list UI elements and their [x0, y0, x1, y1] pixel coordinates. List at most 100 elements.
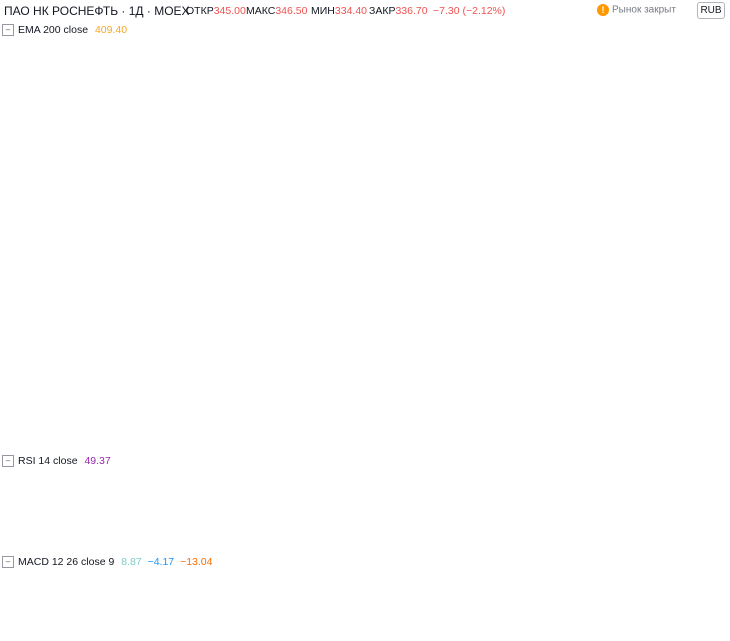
- collapse-icon[interactable]: –: [2, 24, 14, 37]
- y-tick-label: 280.00: [674, 340, 705, 351]
- candle-body: [539, 246, 543, 250]
- candle-body: [176, 81, 180, 85]
- candle-body: [553, 237, 557, 253]
- macd-histogram-bar: [513, 564, 517, 580]
- market-status[interactable]: ! Рынок закрыт: [597, 4, 676, 16]
- macd-histogram-bar: [425, 564, 430, 566]
- macd-histogram-bar: [650, 555, 654, 565]
- collapse-icon[interactable]: –: [2, 556, 14, 569]
- candle-body: [322, 63, 326, 72]
- y-tick-label: 460.00: [674, 64, 705, 75]
- macd-histogram-bar: [485, 564, 490, 576]
- candle-body: [355, 55, 359, 64]
- candle-body: [364, 69, 369, 89]
- macd-histogram-bar: [595, 555, 600, 565]
- x-tick-label: Фев: [343, 628, 361, 639]
- ema-legend[interactable]: – EMA 200 close 409.40: [2, 24, 127, 37]
- rsi-legend[interactable]: – RSI 14 close 49.37: [2, 455, 111, 468]
- macd-histogram-bar: [359, 564, 364, 568]
- macd-histogram-bar: [502, 564, 506, 580]
- candle-body: [209, 57, 213, 66]
- macd-histogram-bar: [584, 556, 589, 565]
- candle-body: [109, 89, 114, 101]
- candle-body: [501, 289, 505, 308]
- macd-histogram-bar: [491, 564, 495, 577]
- settings-icon: ⚙: [707, 625, 719, 640]
- macd-histogram-bar: [337, 564, 342, 565]
- macd-histogram-bar: [272, 561, 276, 565]
- candle-body: [478, 329, 482, 357]
- candle-body: [161, 83, 166, 90]
- candle-body: [166, 80, 170, 84]
- candle-body: [530, 252, 534, 274]
- candle-body: [525, 273, 529, 296]
- collapse-icon[interactable]: –: [2, 455, 14, 468]
- x-tick-label: Дек: [80, 628, 97, 639]
- x-cursor-tag: [637, 623, 692, 639]
- rsi-legend-name: RSI 14 close: [18, 455, 78, 467]
- candle-body: [426, 258, 430, 308]
- candle-body: [147, 83, 151, 89]
- macd-histogram-bar: [463, 564, 468, 568]
- candle-body: [62, 88, 66, 93]
- macd-histogram-bar: [551, 564, 556, 569]
- macd-histogram-bar: [233, 562, 238, 565]
- candle-body: [298, 37, 302, 44]
- candle-body: [397, 135, 402, 148]
- candle-body: [563, 246, 567, 258]
- candle-body: [379, 123, 383, 145]
- macd-histogram-bar: [458, 564, 463, 568]
- candle-body: [473, 356, 477, 379]
- candle-body: [34, 74, 38, 79]
- candle-body: [407, 154, 411, 170]
- macd-histogram-bar: [228, 563, 232, 565]
- candle-body: [58, 88, 62, 92]
- candle-body: [360, 55, 364, 70]
- macd-histogram-bar: [321, 564, 326, 565]
- x-tick-label: 17: [526, 628, 538, 639]
- candle-body: [138, 81, 142, 85]
- candle-body: [95, 98, 99, 109]
- candle-body: [242, 35, 246, 39]
- macd-histogram-bar: [600, 554, 605, 565]
- candle-body: [331, 74, 335, 90]
- candle-body: [133, 81, 137, 90]
- x-tick-label: Мар: [460, 628, 480, 639]
- crosshair-icon: +: [674, 327, 682, 342]
- candle-body: [369, 88, 373, 99]
- candle-body: [558, 237, 562, 247]
- candle-body: [39, 75, 43, 79]
- candle-body: [492, 304, 496, 324]
- macd-histogram-bar: [239, 562, 243, 565]
- candle-body: [345, 75, 350, 85]
- macd-histogram-bar: [447, 564, 452, 570]
- currency-button[interactable]: RUB: [697, 2, 725, 19]
- macd-histogram-bar: [332, 564, 337, 565]
- macd-histogram-bar: [315, 564, 320, 565]
- macd-histogram-bar: [606, 553, 610, 565]
- fib-level-label: (389.60): [2, 172, 36, 182]
- candle-body: [341, 80, 345, 85]
- y-tick-label: 240.00: [674, 402, 705, 413]
- fib-level-label: (359.05): [2, 219, 36, 229]
- y-tick-label: 360.00: [674, 217, 705, 228]
- candle-body: [53, 83, 57, 92]
- fib-level-label: (229.70): [2, 417, 36, 427]
- x-tick-label: 18: [2, 628, 14, 639]
- macd-histogram-bar: [409, 563, 413, 565]
- y-tick-label: 300.00: [674, 309, 705, 320]
- candle-body: [261, 49, 265, 59]
- macd-legend[interactable]: – MACD 12 26 close 9 8.87 −4.17 −13.04: [2, 556, 213, 569]
- candle-body: [482, 329, 487, 336]
- macd-histogram-bar: [387, 564, 391, 567]
- symbol-title[interactable]: ПАО НК РОСНЕФТЬ · 1Д · MOEX: [4, 4, 190, 18]
- candle-body: [10, 69, 15, 73]
- channel-line: [0, 219, 661, 231]
- trend-line-lower: [0, 436, 687, 443]
- macd-histogram-bar: [611, 552, 616, 565]
- macd-histogram-bar: [305, 564, 309, 565]
- candle-body: [350, 63, 354, 76]
- candle-body: [114, 89, 118, 93]
